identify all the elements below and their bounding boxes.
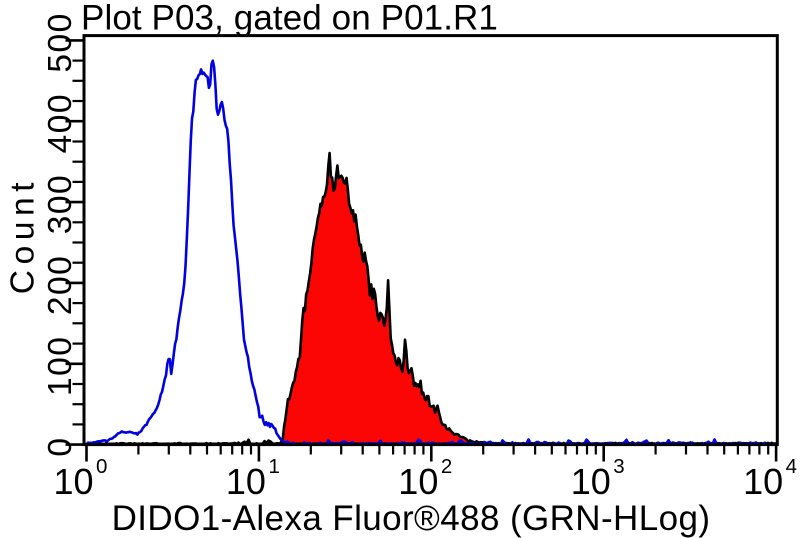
svg-text:300: 300: [42, 174, 79, 234]
svg-text:200: 200: [42, 255, 79, 315]
svg-text:100: 100: [42, 336, 79, 396]
svg-text:Count: Count: [5, 177, 42, 294]
svg-text:400: 400: [42, 93, 79, 153]
svg-text:Plot P03, gated on P01.R1: Plot P03, gated on P01.R1: [81, 0, 498, 38]
svg-text:500: 500: [42, 12, 79, 72]
svg-text:0: 0: [42, 437, 79, 457]
svg-text:DIDO1-Alexa Fluor®488 (GRN-HLo: DIDO1-Alexa Fluor®488 (GRN-HLog): [112, 499, 711, 538]
